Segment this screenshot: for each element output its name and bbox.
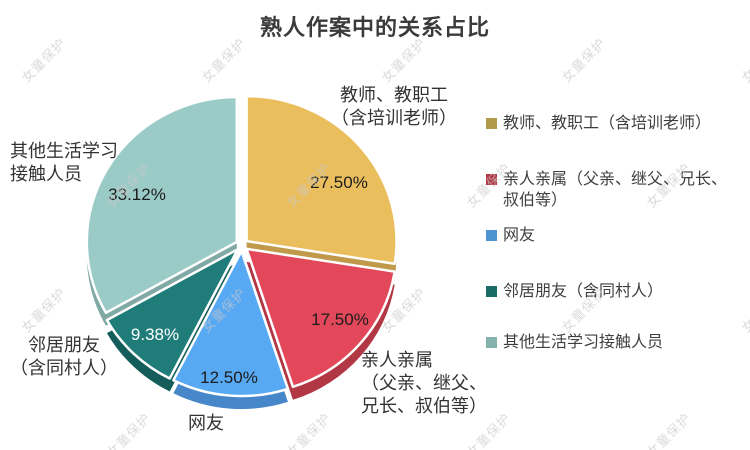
legend-swatch bbox=[486, 337, 497, 348]
callout-line: 兄长、叔伯等） bbox=[361, 396, 487, 416]
legend-label: 亲人亲属（父亲、继父、兄长、叔伯等） bbox=[503, 171, 728, 209]
callout-other: 其他生活学习 接触人员 bbox=[10, 140, 118, 186]
callout-line: 邻居朋友 bbox=[28, 335, 100, 355]
legend-item-neighbor: 邻居朋友（含同村人） bbox=[486, 281, 742, 302]
legend-label: 其他生活学习接触人员 bbox=[503, 334, 664, 351]
legend-item-netfriend: 网友 bbox=[486, 225, 742, 246]
legend-swatch bbox=[486, 118, 497, 129]
pie-slice-4 bbox=[85, 95, 239, 315]
legend-item-relative: 亲人亲属（父亲、继父、兄长、叔伯等） bbox=[486, 169, 742, 211]
callout-line: （父亲、继父、 bbox=[361, 373, 487, 393]
legend-label: 网友 bbox=[503, 227, 536, 244]
legend-swatch bbox=[486, 174, 497, 185]
slice-percent-relative: 17.50% bbox=[311, 310, 369, 329]
pie-slice-3 bbox=[105, 248, 240, 380]
legend-swatch bbox=[486, 286, 497, 297]
pie-slice-0 bbox=[245, 94, 398, 266]
legend-item-other: 其他生活学习接触人员 bbox=[486, 332, 742, 353]
callout-netfriend: 网友 bbox=[188, 412, 224, 435]
legend-label: 教师、教职工（含培训老师） bbox=[503, 115, 712, 132]
callout-line: 教师、教职工 bbox=[340, 85, 448, 105]
callout-relative: 亲人亲属 （父亲、继父、 兄长、叔伯等） bbox=[361, 349, 487, 418]
legend-item-teacher: 教师、教职工（含培训老师） bbox=[486, 113, 742, 134]
slice-percent-teacher: 27.50% bbox=[310, 173, 368, 192]
chart-title: 熟人作案中的关系占比 bbox=[259, 15, 490, 40]
pie-slice-1 bbox=[245, 247, 396, 389]
legend-label: 邻居朋友（含同村人） bbox=[503, 283, 664, 300]
slice-percent-other: 33.12% bbox=[108, 185, 166, 204]
callout-line: （含同村人） bbox=[10, 358, 118, 378]
callout-neighbor: 邻居朋友 （含同村人） bbox=[10, 334, 118, 380]
callout-line: 亲人亲属 bbox=[361, 350, 433, 370]
pie-slice-2 bbox=[172, 249, 290, 398]
slice-percent-neighbor: 9.38% bbox=[130, 325, 180, 344]
legend: 教师、教职工（含培训老师） 亲人亲属（父亲、继父、兄长、叔伯等） 网友 邻居朋友… bbox=[486, 0, 742, 450]
callout-line: 接触人员 bbox=[10, 164, 82, 184]
legend-swatch bbox=[486, 230, 497, 241]
callout-line: 网友 bbox=[188, 413, 224, 433]
slice-percent-netfriend: 12.50% bbox=[200, 368, 258, 387]
callout-line: 其他生活学习 bbox=[10, 141, 118, 161]
callout-line: （含培训老师） bbox=[331, 108, 457, 128]
callout-teacher: 教师、教职工 （含培训老师） bbox=[331, 84, 457, 130]
